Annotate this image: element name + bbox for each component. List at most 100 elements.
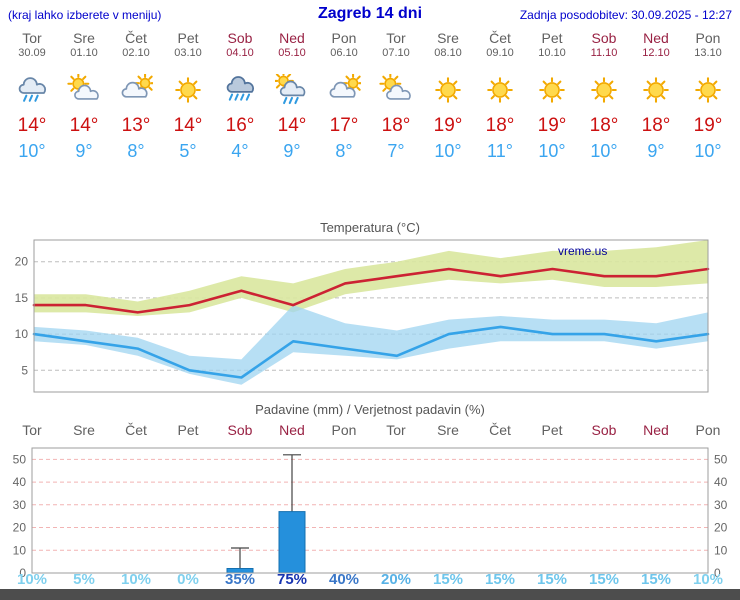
sunny-icon: [695, 77, 721, 103]
day-date: 03.10: [174, 47, 202, 59]
precip-day-label: Pon: [695, 422, 721, 438]
footer-bar: [0, 589, 740, 600]
max-temperature: 14°: [17, 115, 47, 136]
day-name: Pet: [177, 30, 199, 46]
min-temperature: 10°: [590, 141, 618, 161]
precip-day-labels: Tor Sre Čet Pet Sob Ned Pon Tor Sre Čet Pet Sob Ned P…: [6, 422, 734, 438]
precip-day-label: Ned: [643, 422, 669, 438]
svg-text:20: 20: [714, 521, 728, 535]
precip-day-label: Tor: [22, 422, 42, 438]
svg-text:40: 40: [13, 475, 27, 489]
min-temperature: 10°: [434, 141, 462, 161]
max-temperature: 19°: [433, 115, 463, 136]
precip-day-label: Ned: [279, 422, 305, 438]
svg-text:vreme.us: vreme.us: [558, 244, 607, 258]
day-column[interactable]: Ned 12.10 18° 9°: [630, 30, 682, 162]
day-column[interactable]: Sob 04.10 16° 4°: [214, 30, 266, 162]
day-date: 01.10: [70, 47, 98, 59]
svg-text:40: 40: [714, 475, 728, 489]
min-temperature: 9°: [283, 141, 301, 161]
day-name: Ned: [643, 30, 669, 46]
day-date: 05.10: [278, 47, 306, 59]
max-temperature: 14°: [173, 115, 203, 136]
max-temperature: 18°: [485, 115, 515, 136]
svg-text:0: 0: [19, 566, 26, 580]
svg-text:0: 0: [714, 566, 721, 580]
svg-text:50: 50: [13, 452, 27, 466]
day-column[interactable]: Ned 05.10 14° 9°: [266, 30, 318, 162]
precipitation-chart: 0 0 10 10 20 20 30 30 40 40 50 50: [13, 447, 728, 580]
svg-text:5: 5: [21, 363, 28, 377]
precip-day-label: Pet: [177, 422, 199, 438]
svg-text:10: 10: [13, 543, 27, 557]
max-temperature: 18°: [589, 115, 619, 136]
day-column[interactable]: Pon 06.10 17° 8°: [318, 30, 370, 162]
day-name: Tor: [22, 30, 42, 46]
day-column[interactable]: Pon 13.10 19° 10°: [682, 30, 734, 162]
day-column[interactable]: Pet 03.10 14° 5°: [162, 30, 214, 162]
sunny-icon: [591, 77, 617, 103]
page-title: Zagreb 14 dni: [317, 5, 423, 22]
min-temperature: 8°: [335, 141, 353, 161]
precip-probability: 0%: [177, 571, 199, 588]
sunny-icon: [175, 77, 201, 103]
day-column[interactable]: Sre 01.10 14° 9°: [58, 30, 110, 162]
sunny-icon: [643, 77, 669, 103]
precip-probability: 15%: [432, 571, 464, 588]
temperature-chart: 5 10 15 20 vreme.us: [15, 239, 710, 393]
day-column[interactable]: Tor 30.09 14° 10°: [6, 30, 58, 162]
svg-text:20: 20: [13, 521, 27, 535]
day-column[interactable]: Tor 07.10 18° 7°: [370, 30, 422, 162]
precip-probability: 35%: [224, 571, 256, 588]
max-temperature: 13°: [121, 115, 151, 136]
day-column[interactable]: Sob 11.10 18° 10°: [578, 30, 630, 162]
day-column[interactable]: Čet 09.10 18° 11°: [474, 30, 526, 162]
day-name: Sob: [591, 30, 617, 46]
partly-cloudy-icon: [67, 74, 99, 100]
sunny-icon: [487, 77, 513, 103]
precip-day-label: Čet: [489, 422, 511, 438]
svg-text:10: 10: [15, 327, 29, 341]
svg-text:30: 30: [13, 498, 27, 512]
max-temperature: 18°: [381, 115, 411, 136]
rain-icon: [226, 76, 255, 101]
precip-probability: 20%: [380, 571, 412, 588]
precip-day-label: Sob: [591, 422, 617, 438]
svg-text:30: 30: [714, 498, 728, 512]
max-temperature: 14°: [69, 115, 99, 136]
min-temperature: 11°: [487, 141, 513, 161]
min-temperature: 8°: [127, 141, 145, 161]
location-menu-note: (kraj lahko izberete v meniju): [8, 8, 162, 22]
day-name: Sob: [227, 30, 253, 46]
precip-day-label: Čet: [125, 422, 147, 438]
day-name: Pon: [331, 30, 357, 46]
max-temperature: 16°: [225, 115, 255, 136]
min-temperature: 10°: [18, 141, 46, 161]
precip-probability: 15%: [536, 571, 568, 588]
day-date: 02.10: [122, 47, 150, 59]
day-name: Čet: [489, 30, 511, 46]
precip-probability-row: 10% 5% 10% 0% 35% 75% 40% 20% 15% 15% 15% 15% 15% 10%: [6, 572, 734, 588]
day-name: Tor: [386, 30, 406, 46]
min-temperature: 10°: [538, 141, 566, 161]
precip-probability: 40%: [328, 571, 360, 588]
precip-probability: 15%: [484, 571, 516, 588]
day-date: 11.10: [590, 47, 618, 59]
precip-probability: 5%: [73, 571, 95, 588]
day-date: 12.10: [642, 47, 670, 59]
sun-rain-icon: [275, 74, 306, 105]
last-updated: Zadnja posodobitev: 30.09.2025 - 12:27: [519, 8, 732, 22]
day-column[interactable]: Sre 08.10 19° 10°: [422, 30, 474, 162]
max-temperature: 18°: [641, 115, 671, 136]
min-temperature: 9°: [75, 141, 93, 161]
day-column[interactable]: Čet 02.10 13° 8°: [110, 30, 162, 162]
cloud-rain-icon: [18, 77, 47, 102]
svg-text:15: 15: [15, 291, 29, 305]
day-column[interactable]: Pet 10.10 19° 10°: [526, 30, 578, 162]
max-temperature: 19°: [693, 115, 723, 136]
min-temperature: 4°: [231, 141, 249, 161]
sunny-icon: [539, 77, 565, 103]
day-name: Pet: [541, 30, 563, 46]
min-temperature: 5°: [179, 141, 197, 161]
day-date: 08.10: [434, 47, 462, 59]
